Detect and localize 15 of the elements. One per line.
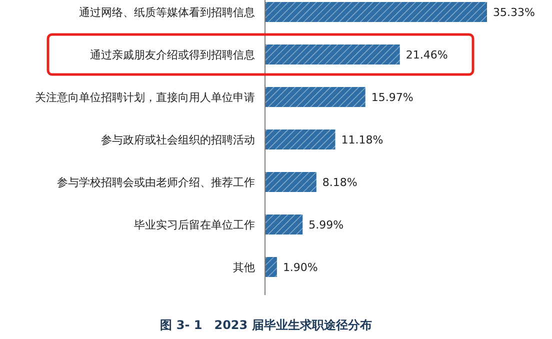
data-label: 5.99% — [308, 218, 344, 232]
y-tick-label: 关注意向单位招聘计划，直接向用人单位申请 — [35, 91, 255, 104]
text: 图 3- 1 2023 届毕业生求职途径分布 — [160, 318, 372, 332]
y-tick-label: 参与政府或社会组织的招聘活动 — [101, 134, 255, 146]
data-label: 15.97% — [371, 91, 414, 104]
data-label: 35.33% — [493, 6, 535, 19]
data-label: 1.90% — [282, 261, 318, 274]
y-tick-label: 通过网络、纸质等媒体看到招聘信息 — [79, 6, 255, 19]
data-label: 21.46% — [406, 48, 448, 62]
y-tick-label: 其他 — [233, 261, 255, 274]
y-tick-label: 毕业实习后留在单位工作 — [134, 218, 255, 232]
y-tick-label: 通过亲戚朋友介绍或得到招聘信息 — [90, 48, 255, 62]
data-label: 11.18% — [341, 134, 384, 146]
data-label: 8.18% — [322, 176, 358, 189]
y-tick-label: 参与学校招聘会或由老师介绍、推荐工作 — [57, 176, 255, 189]
